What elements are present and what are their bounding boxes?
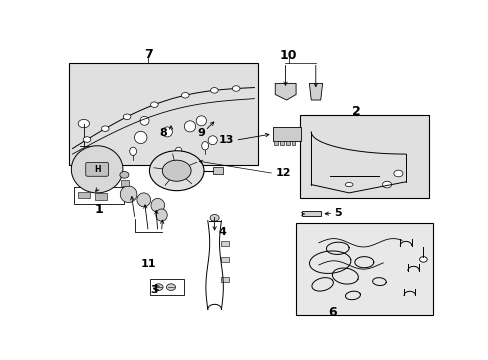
Polygon shape (71, 146, 122, 193)
Bar (78, 192, 89, 198)
Text: 7: 7 (143, 48, 152, 61)
Text: 4: 4 (218, 227, 225, 237)
Ellipse shape (175, 147, 182, 156)
Bar (213, 167, 223, 174)
Circle shape (78, 120, 89, 128)
Circle shape (120, 172, 129, 178)
Circle shape (154, 284, 163, 291)
Ellipse shape (202, 141, 208, 150)
Circle shape (419, 257, 427, 262)
Bar (95, 193, 106, 200)
Ellipse shape (208, 136, 217, 145)
Text: 3: 3 (150, 285, 158, 295)
Circle shape (210, 215, 219, 221)
Circle shape (149, 151, 203, 191)
Text: 2: 2 (352, 105, 360, 118)
Text: 1: 1 (95, 203, 103, 216)
Text: 9: 9 (197, 128, 205, 138)
Circle shape (83, 137, 91, 142)
Text: H: H (94, 165, 100, 174)
Polygon shape (120, 186, 137, 203)
Text: 12: 12 (275, 168, 290, 179)
Ellipse shape (140, 116, 149, 125)
Text: 10: 10 (279, 49, 297, 62)
Polygon shape (309, 84, 322, 100)
Bar (221, 240, 228, 246)
Bar (285, 141, 289, 145)
Bar (274, 141, 278, 145)
Bar (291, 141, 295, 145)
Ellipse shape (184, 121, 195, 132)
Bar (272, 127, 301, 141)
Circle shape (393, 170, 402, 177)
Circle shape (123, 114, 131, 120)
Ellipse shape (196, 116, 206, 126)
Circle shape (181, 93, 189, 98)
Bar (121, 180, 128, 186)
Text: 6: 6 (327, 306, 336, 319)
Bar (299, 115, 428, 198)
Circle shape (101, 126, 109, 131)
Circle shape (162, 160, 191, 181)
Polygon shape (275, 84, 296, 100)
Bar (150, 279, 184, 296)
Bar (280, 141, 284, 145)
Polygon shape (137, 193, 150, 207)
Text: 8: 8 (159, 128, 167, 138)
Text: 13: 13 (218, 135, 233, 145)
FancyBboxPatch shape (85, 162, 108, 176)
Ellipse shape (345, 183, 352, 186)
Text: 11: 11 (140, 258, 156, 269)
Bar (301, 211, 320, 216)
Bar (221, 257, 228, 262)
Bar (221, 276, 228, 282)
Circle shape (150, 102, 158, 107)
Circle shape (210, 87, 218, 93)
Bar (296, 223, 432, 315)
Polygon shape (156, 209, 167, 221)
Ellipse shape (129, 147, 136, 156)
Bar (68, 63, 258, 165)
Bar (74, 187, 123, 204)
Ellipse shape (134, 131, 147, 144)
Circle shape (382, 181, 391, 188)
Circle shape (166, 284, 175, 291)
Polygon shape (151, 198, 164, 212)
Text: 5: 5 (333, 208, 341, 218)
Circle shape (232, 86, 240, 91)
Ellipse shape (162, 127, 172, 137)
